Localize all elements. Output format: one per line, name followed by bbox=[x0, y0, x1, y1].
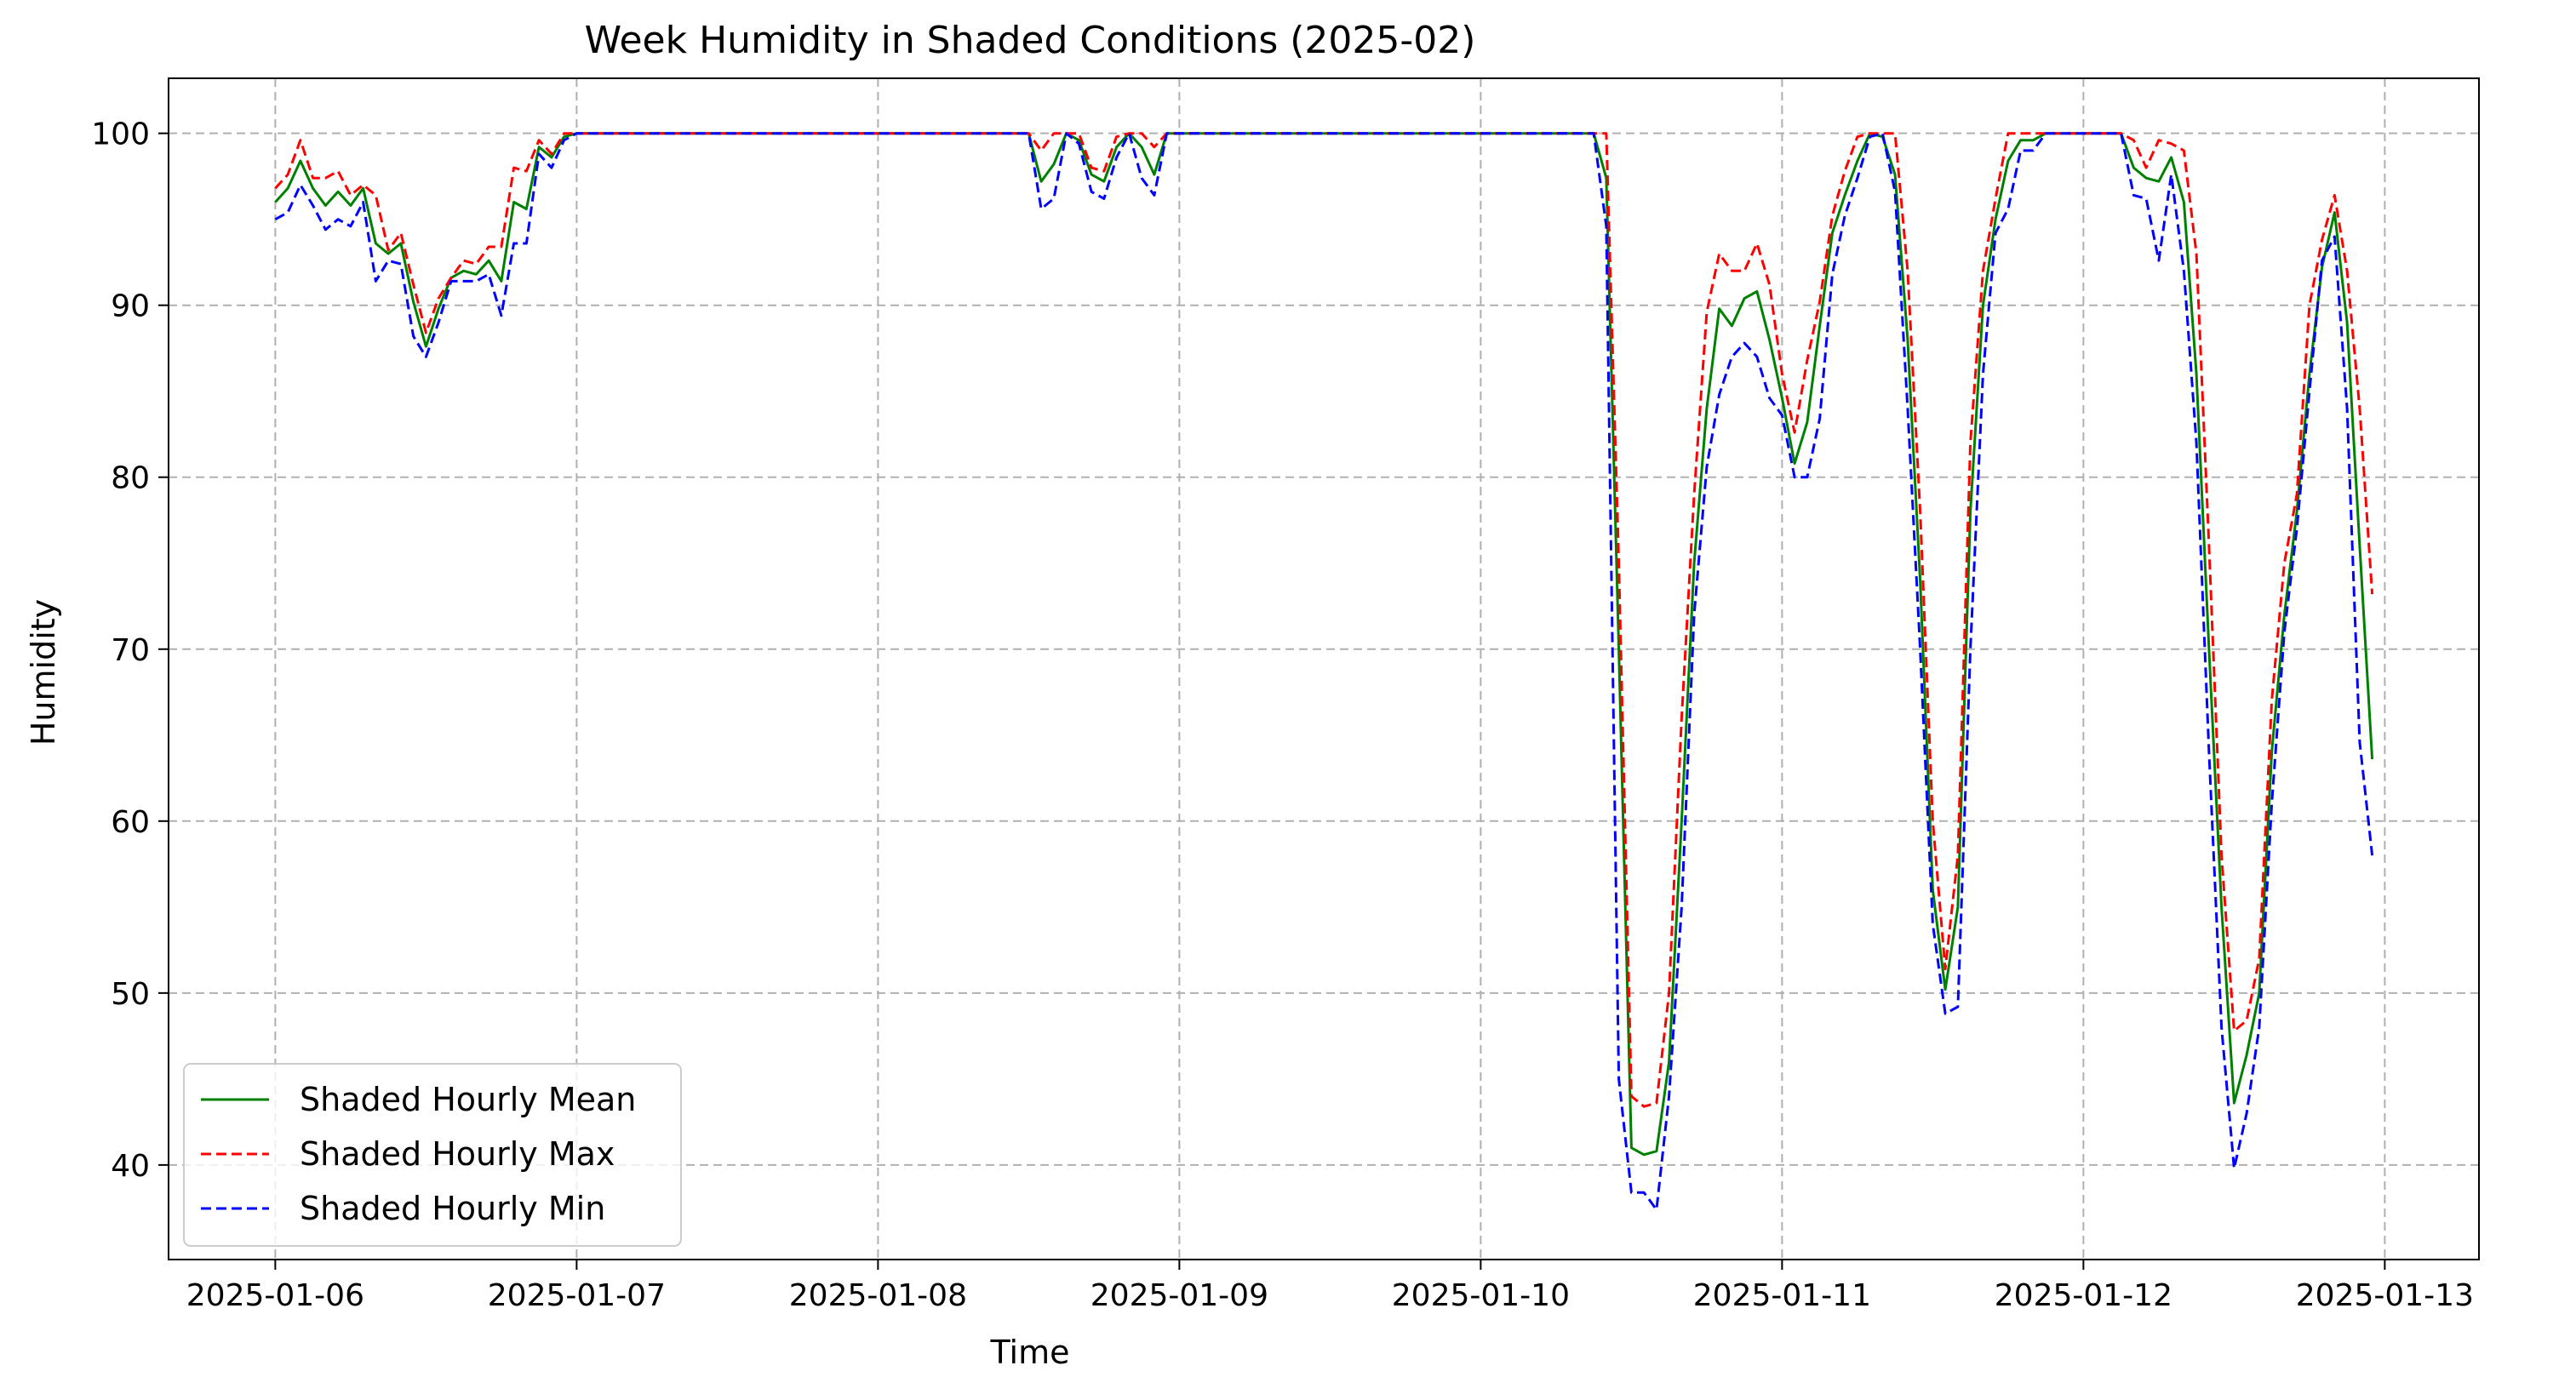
x-tick-label: 2025-01-09 bbox=[1091, 1278, 1268, 1313]
legend-label: Shaded Hourly Mean bbox=[300, 1081, 636, 1118]
x-tick-label: 2025-01-13 bbox=[2296, 1278, 2474, 1313]
legend-label: Shaded Hourly Max bbox=[300, 1135, 615, 1173]
x-tick-label: 2025-01-07 bbox=[488, 1278, 666, 1313]
x-tick-label: 2025-01-06 bbox=[186, 1278, 364, 1313]
series-line-shaded-hourly-max bbox=[274, 132, 2374, 1108]
series-line-shaded-hourly-min bbox=[274, 132, 2374, 1211]
x-tick-label: 2025-01-12 bbox=[1995, 1278, 2172, 1313]
plot-frame bbox=[168, 77, 2480, 1260]
y-axis-label: Humidity bbox=[25, 599, 62, 746]
y-tick-label: 90 bbox=[111, 289, 150, 324]
series-line-shaded-hourly-mean bbox=[274, 132, 2374, 1157]
y-tick-label: 40 bbox=[111, 1149, 150, 1184]
y-tick-label: 70 bbox=[111, 633, 150, 668]
legend-box bbox=[183, 1063, 682, 1247]
y-tick-label: 60 bbox=[111, 805, 150, 840]
y-axis-ticks: 40 50 60 70 80 90 100 bbox=[91, 117, 169, 1184]
x-axis-label: Time bbox=[990, 1334, 1070, 1371]
legend: Shaded Hourly Mean Shaded Hourly Max Shade… bbox=[183, 1063, 682, 1247]
y-tick-label: 50 bbox=[111, 977, 150, 1012]
x-tick-label: 2025-01-11 bbox=[1693, 1278, 1871, 1313]
y-tick-label: 80 bbox=[111, 461, 150, 496]
x-tick-label: 2025-01-10 bbox=[1392, 1278, 1570, 1313]
plot-lines bbox=[274, 132, 2374, 1211]
chart-title: Week Humidity in Shaded Conditions (2025… bbox=[585, 19, 1476, 62]
x-axis-ticks: 2025-01-06 2025-01-07 2025-01-08 2025-01-09… bbox=[186, 1260, 2474, 1313]
legend-label: Shaded Hourly Min bbox=[300, 1190, 605, 1227]
y-tick-label: 100 bbox=[91, 117, 150, 152]
x-tick-label: 2025-01-08 bbox=[789, 1278, 967, 1313]
